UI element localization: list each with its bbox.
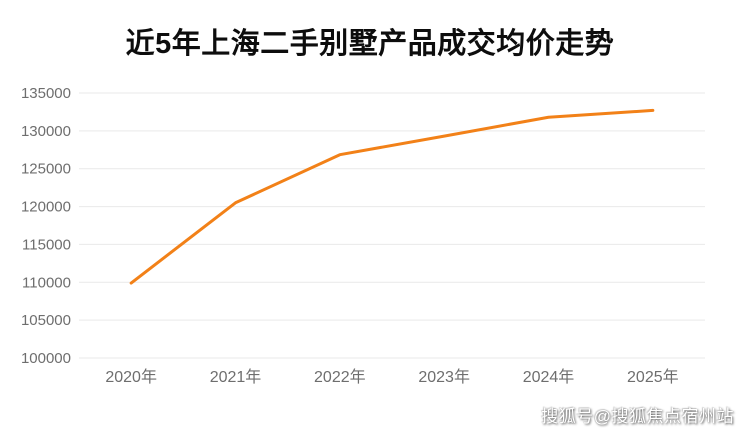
y-axis-tick-label: 115000 bbox=[22, 236, 71, 253]
x-axis-tick-label: 2025年 bbox=[627, 368, 679, 386]
y-axis-tick-label: 120000 bbox=[21, 199, 71, 216]
y-axis-tick-label: 110000 bbox=[22, 274, 71, 291]
y-axis-tick-label: 125000 bbox=[21, 161, 71, 178]
y-axis-tick-label: 135000 bbox=[21, 85, 71, 102]
y-axis-tick-label: 100000 bbox=[21, 350, 71, 367]
chart-title: 近5年上海二手别墅产品成交均价走势 bbox=[125, 28, 615, 60]
y-axis-tick-label: 130000 bbox=[21, 123, 71, 140]
x-axis-tick-label: 2022年 bbox=[314, 368, 366, 386]
x-axis-tick-label: 2023年 bbox=[418, 368, 470, 386]
price-trend-line bbox=[129, 108, 655, 285]
y-axis-tick-label: 105000 bbox=[21, 312, 71, 329]
x-axis-tick-label: 2020年 bbox=[105, 368, 157, 386]
watermark: 搜狐号@搜狐焦点宿州站 bbox=[541, 407, 734, 426]
x-axis-tick-label: 2021年 bbox=[210, 368, 262, 386]
x-axis-tick-label: 2024年 bbox=[523, 368, 575, 386]
